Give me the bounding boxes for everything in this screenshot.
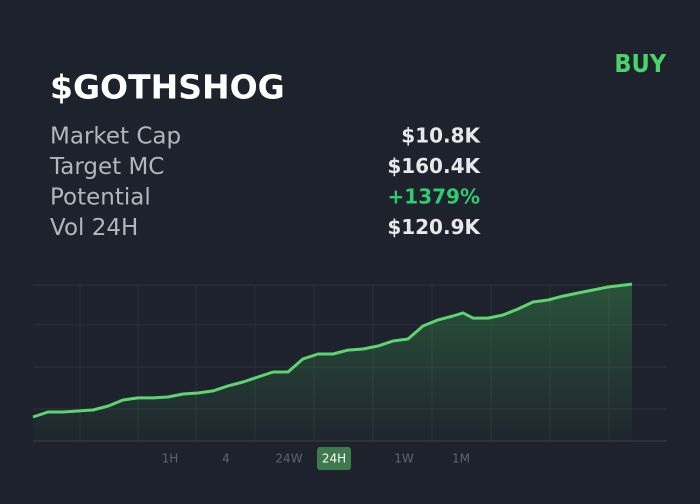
stat-value: $120.9K xyxy=(387,215,481,239)
stat-value: $160.4K xyxy=(387,154,481,178)
token-title: $GOTHSHOG xyxy=(50,68,285,107)
timeframe-active-bg xyxy=(317,447,351,470)
chart xyxy=(32,282,667,442)
stat-label: Target MC xyxy=(49,154,164,180)
timeframes: 1H 4 24W 24H 1W 1M xyxy=(162,447,470,470)
price-line xyxy=(32,282,633,419)
timeframe-button[interactable]: 1M xyxy=(452,452,470,466)
timeframe-button[interactable]: 24W xyxy=(275,452,302,466)
stat-label: Vol 24H xyxy=(50,215,138,241)
stat-value: $10.8K xyxy=(401,124,481,148)
timeframe-button[interactable]: 1W xyxy=(394,452,414,466)
timeframe-button[interactable]: 4 xyxy=(222,452,230,466)
stats: Market Cap $10.8K Target MC $160.4K Potentia… xyxy=(49,124,481,242)
stat-value: +1379% xyxy=(388,185,480,209)
buy-button[interactable]: BUY xyxy=(614,49,666,78)
timeframe-button[interactable]: 1H xyxy=(162,452,179,466)
area-fill xyxy=(33,284,632,441)
stat-label: Potential xyxy=(50,185,151,211)
timeframe-button[interactable]: 24H xyxy=(322,452,346,466)
stat-label: Market Cap xyxy=(50,124,181,150)
